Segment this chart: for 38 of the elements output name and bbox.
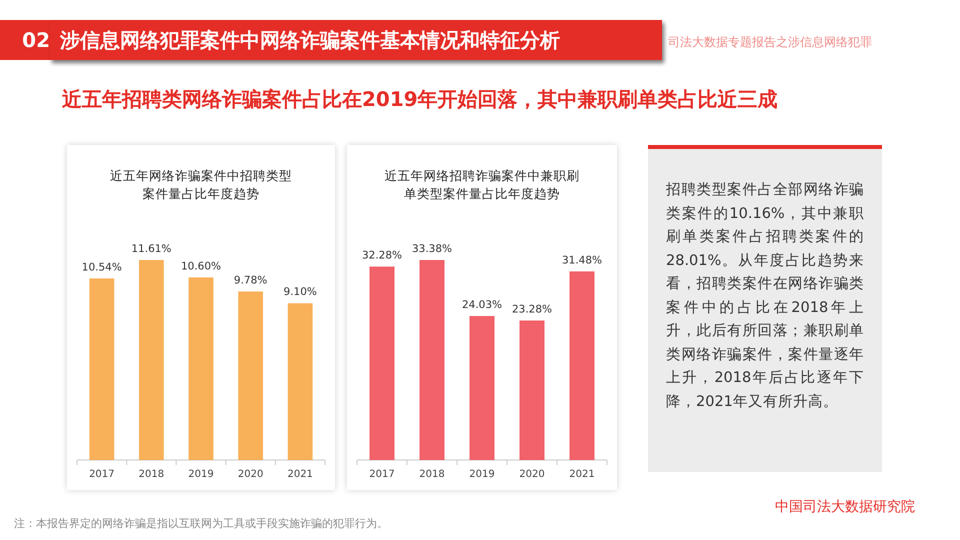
data-label: 31.48%: [562, 254, 602, 266]
x-tick-label: 2017: [89, 469, 115, 480]
bar: [89, 278, 114, 460]
x-tick-label: 2019: [188, 469, 214, 480]
x-tick-label: 2017: [369, 469, 395, 480]
bar: [288, 303, 313, 460]
text: 司法大数据专题报告之涉信息网络犯罪: [668, 34, 873, 51]
x-tick-label: 2019: [469, 469, 495, 480]
bar: [470, 316, 494, 460]
data-label: 11.61%: [131, 243, 172, 255]
x-tick-label: 2018: [138, 469, 164, 480]
bar: [420, 260, 444, 460]
x-tick-label: 2020: [519, 469, 545, 480]
data-label: 10.54%: [82, 261, 122, 274]
text: 近五年招聘类网络诈骗案件占比在2019年开始回落，其中兼职刷单类占比近三成: [62, 86, 779, 113]
data-label: 24.03%: [462, 299, 502, 312]
data-label: 9.10%: [284, 286, 317, 298]
data-label: 23.28%: [512, 304, 552, 316]
bar: [520, 320, 544, 460]
bar: [370, 266, 394, 460]
x-tick-label: 2018: [419, 469, 445, 480]
bar: [238, 292, 263, 460]
bar: [139, 260, 164, 460]
data-label: 33.38%: [412, 243, 452, 255]
x-tick-label: 2021: [569, 469, 595, 480]
text: 招聘类型案件占全部网络诈骗类案件的10.16%，其中兼职刷单类案件占招聘类案件的28.01%。从年度占比趋势来看，招聘类案件在网络诈骗类案件中的占比在2018年上升，此后有所回落；兼职刷单类网络诈骗案件，案件量逐年上升，2018年后占比逐年下降，2021年又有所升高。: [666, 182, 864, 410]
data-label: 32.28%: [362, 250, 402, 262]
data-label: 10.60%: [180, 260, 222, 272]
text: 注：本报告界定的网络诈骗是指以互联网为工具或手段实施诈骗的犯罪行为。: [14, 516, 389, 531]
chart-title: 近五年网络诈骗案件中招聘类型案件量占比年度趋势: [109, 167, 293, 203]
chart-title: 近五年网络招聘诈骗案件中兼职刷单类型案件量占比年度趋势: [384, 167, 580, 203]
bar: [570, 271, 594, 460]
x-tick-label: 2021: [287, 469, 313, 480]
bar: [188, 277, 214, 460]
text: 中国司法大数据研究院: [775, 498, 916, 516]
x-tick-label: 2020: [238, 469, 264, 480]
text: 02: [0, 20, 50, 60]
data-label: 9.78%: [234, 274, 268, 287]
